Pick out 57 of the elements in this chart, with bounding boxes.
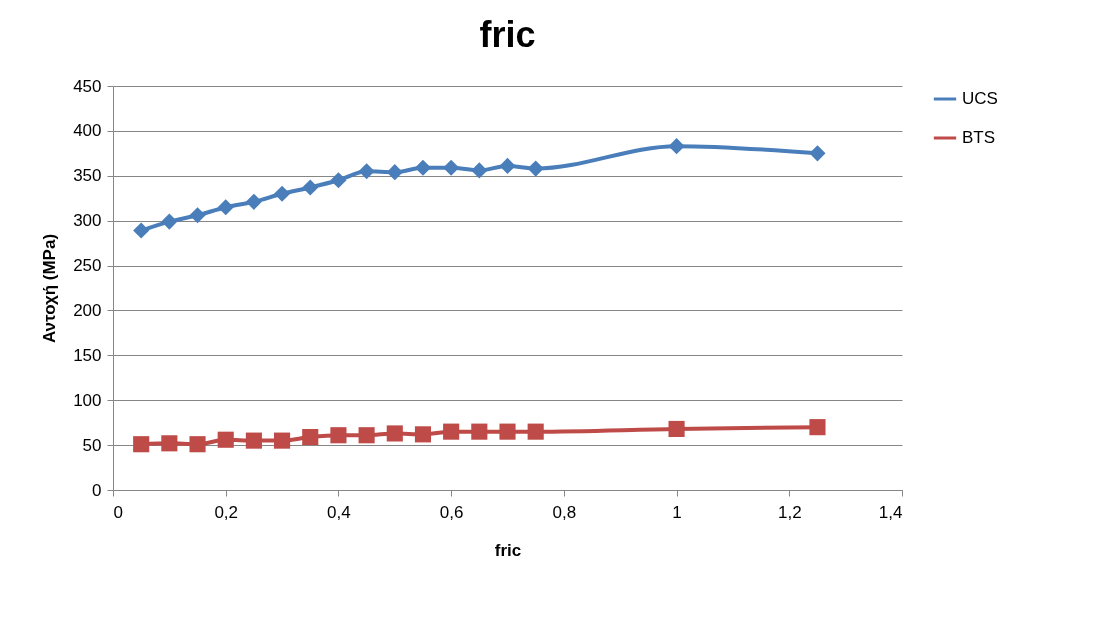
chart-title: fric	[479, 14, 536, 55]
point	[471, 423, 488, 440]
x-tick-label: 0,2	[214, 502, 239, 522]
point	[302, 179, 319, 196]
legend-label: BTS	[962, 128, 996, 147]
point	[358, 427, 375, 444]
x-tick-label: 0,4	[327, 502, 351, 522]
point	[386, 425, 403, 442]
point	[414, 159, 432, 176]
point	[527, 160, 544, 177]
y-tick-label: 300	[73, 211, 102, 231]
point	[189, 436, 206, 453]
point	[245, 432, 262, 449]
point	[809, 419, 826, 436]
point	[668, 420, 685, 438]
point	[358, 163, 375, 180]
point	[217, 199, 234, 216]
y-tick-label: 200	[73, 300, 102, 320]
point	[809, 145, 826, 162]
point	[274, 432, 291, 449]
point	[161, 435, 178, 452]
point	[499, 423, 516, 440]
y-tick-label: 100	[73, 390, 102, 410]
point	[471, 162, 488, 179]
point	[302, 428, 319, 446]
point	[499, 157, 516, 174]
legend-label: UCS	[962, 89, 998, 108]
x-tick-label: 1,2	[777, 502, 802, 522]
y-tick-label: 350	[73, 166, 102, 186]
x-tick-label: 1	[672, 502, 682, 522]
y-tick-label: 250	[73, 256, 102, 276]
point	[133, 436, 150, 453]
y-tick-label: 400	[73, 121, 102, 141]
point	[330, 172, 347, 189]
y-tick-label: 150	[73, 345, 102, 365]
x-tick-label: 0,8	[552, 502, 577, 522]
point	[217, 431, 234, 448]
point	[161, 213, 178, 230]
x-tick-label: 1,4	[878, 502, 903, 522]
x-axis-title: fric	[494, 540, 522, 560]
y-tick-label: 0	[92, 480, 102, 500]
point	[189, 207, 206, 224]
point	[414, 426, 432, 443]
x-tick-label: 0	[113, 502, 123, 522]
point	[443, 159, 460, 176]
point	[330, 427, 347, 444]
point	[133, 222, 150, 239]
point	[443, 423, 460, 440]
x-tick-label: 0,6	[439, 502, 464, 522]
point	[668, 138, 685, 155]
point	[245, 193, 262, 210]
point	[527, 423, 544, 440]
point	[274, 185, 291, 202]
point	[386, 164, 403, 181]
y-tick-label: 50	[82, 435, 102, 455]
y-axis-title: Αντοχή (MPa)	[40, 233, 60, 344]
y-tick-label: 450	[73, 76, 102, 96]
